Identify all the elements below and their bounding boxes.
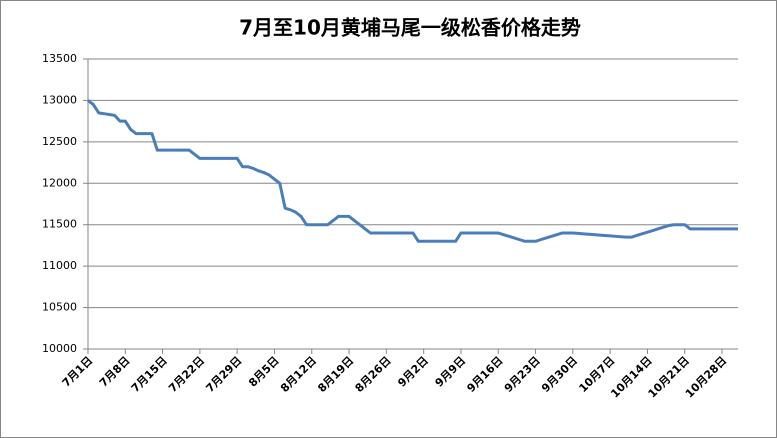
y-tick-label: 10000 — [42, 342, 77, 355]
y-tick-label: 12500 — [42, 135, 77, 148]
y-tick-label: 11500 — [42, 218, 77, 231]
chart-title: 7月至10月黄埔马尾一级松香价格走势 — [239, 16, 581, 40]
y-tick-label: 10500 — [42, 301, 77, 314]
y-tick-label: 12000 — [42, 176, 77, 189]
price-line — [87, 99, 738, 243]
y-tick-label: 11000 — [42, 259, 77, 272]
y-tick-label: 13000 — [42, 93, 77, 106]
y-tick-label: 13500 — [42, 52, 77, 65]
